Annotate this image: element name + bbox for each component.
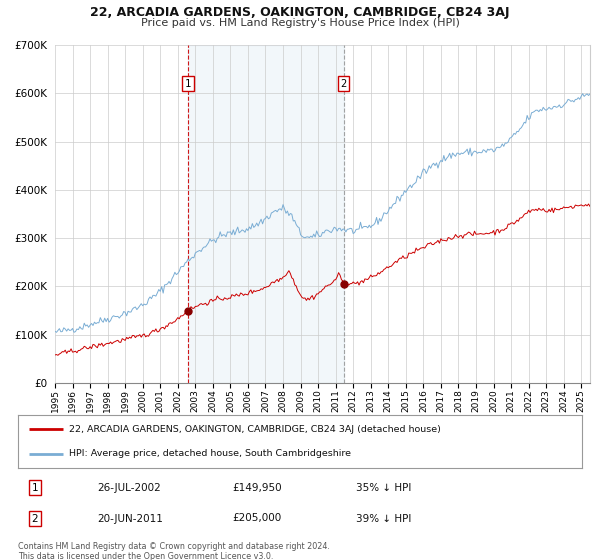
- Text: £149,950: £149,950: [232, 483, 282, 493]
- Text: 35% ↓ HPI: 35% ↓ HPI: [356, 483, 412, 493]
- Text: 2: 2: [341, 79, 347, 89]
- Text: 20-JUN-2011: 20-JUN-2011: [97, 514, 163, 524]
- Text: 22, ARCADIA GARDENS, OAKINGTON, CAMBRIDGE, CB24 3AJ (detached house): 22, ARCADIA GARDENS, OAKINGTON, CAMBRIDG…: [69, 425, 440, 434]
- Text: 39% ↓ HPI: 39% ↓ HPI: [356, 514, 412, 524]
- Text: 1: 1: [32, 483, 38, 493]
- Text: 22, ARCADIA GARDENS, OAKINGTON, CAMBRIDGE, CB24 3AJ: 22, ARCADIA GARDENS, OAKINGTON, CAMBRIDG…: [90, 6, 510, 18]
- Text: HPI: Average price, detached house, South Cambridgeshire: HPI: Average price, detached house, Sout…: [69, 449, 351, 458]
- Text: 26-JUL-2002: 26-JUL-2002: [97, 483, 161, 493]
- Text: £205,000: £205,000: [232, 514, 281, 524]
- Text: Contains HM Land Registry data © Crown copyright and database right 2024.
This d: Contains HM Land Registry data © Crown c…: [18, 542, 330, 560]
- Bar: [188, 45, 344, 383]
- Text: 1: 1: [185, 79, 191, 89]
- Text: 2: 2: [32, 514, 38, 524]
- Text: Price paid vs. HM Land Registry's House Price Index (HPI): Price paid vs. HM Land Registry's House …: [140, 18, 460, 29]
